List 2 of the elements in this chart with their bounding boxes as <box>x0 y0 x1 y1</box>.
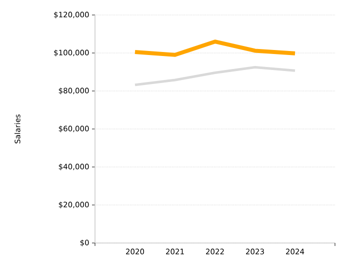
line-series <box>134 66 296 86</box>
line-series <box>133 40 297 57</box>
